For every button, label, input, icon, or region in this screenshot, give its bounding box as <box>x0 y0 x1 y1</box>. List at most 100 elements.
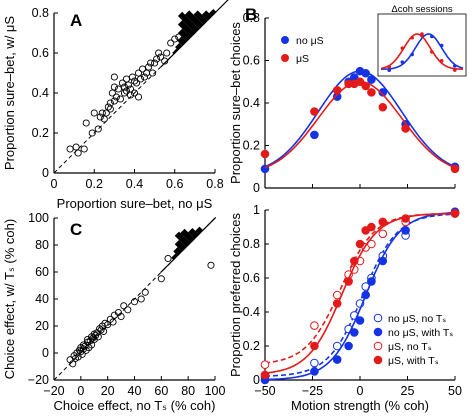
panel-d-point <box>332 299 342 308</box>
panel-d-y-tick-label: 0.8 <box>243 237 260 251</box>
panel-b-y-label: Proportion sure–bet choices <box>228 22 243 184</box>
panel-b-inset-frame <box>377 13 467 77</box>
panel-c-x-tick-label: 20 <box>101 384 115 398</box>
panel-c-y-tick-label: −20 <box>28 373 49 387</box>
panel-a-x-tick-label: 0.4 <box>126 177 143 191</box>
panel-b-y-tick-label: 0.4 <box>243 96 260 110</box>
panel-b-point <box>332 85 342 95</box>
panel-c-histogram-bar <box>174 231 191 248</box>
panel-a-point <box>110 73 118 81</box>
panel-b-inset-point <box>439 43 444 48</box>
panel-a-point <box>120 83 128 91</box>
panel-c-x-tick-label: 100 <box>205 384 226 398</box>
panel-d-fit-1 <box>265 211 456 381</box>
panel-c-point <box>117 312 125 321</box>
panel-a-x-tick-label: 0.6 <box>166 177 183 191</box>
panel-c-histogram-bar <box>171 253 178 260</box>
panel-a-y-label: Proportion sure–bet, w/ μS <box>2 16 17 171</box>
panel-a-point <box>138 65 147 73</box>
panel-a-point <box>149 69 157 77</box>
panel-d-point <box>260 360 270 370</box>
panel-b-point <box>310 107 319 116</box>
panel-b-inset-point <box>453 64 457 68</box>
panel-a-histogram-bar <box>193 10 208 25</box>
panel-a-point <box>134 69 143 77</box>
panel-b-point <box>367 75 376 84</box>
panel-d-point <box>332 341 342 351</box>
panel-d-point <box>310 358 319 368</box>
panel-b-inset-point <box>453 68 457 72</box>
panel-d-legend-label: μS, no Tₛ <box>388 341 432 353</box>
panel-a-point <box>171 35 179 43</box>
panel-a-histogram <box>160 0 230 68</box>
panel-a-point <box>145 63 153 71</box>
panel-d-point <box>378 256 388 266</box>
panel-a-point <box>108 89 116 97</box>
panel-c-histogram-bar <box>174 240 187 252</box>
panel-b-label: B <box>245 5 257 24</box>
panel-c-y-tick-label: 80 <box>35 238 49 252</box>
panel-a-point <box>141 73 149 81</box>
panel-d-legend-label: no μS, no Tₛ <box>388 313 446 325</box>
panel-a-point <box>94 125 102 133</box>
panel-a-point <box>118 79 126 87</box>
panel-c-point <box>207 261 215 269</box>
panel-b-point <box>378 88 388 97</box>
panel-d-point <box>332 355 342 364</box>
panel-b-inset-point <box>430 34 434 39</box>
panel-a-x-tick-label: 0 <box>51 177 58 191</box>
panel-c-point <box>124 306 132 314</box>
panel-a-point <box>132 79 141 87</box>
panel-a-point <box>80 145 88 153</box>
panel-b-inset-point <box>439 59 444 63</box>
panel-d-legend-marker <box>373 355 383 365</box>
panel-a-point <box>116 95 124 103</box>
panel-a-y-tick-label: 0 <box>42 166 49 180</box>
panel-a-histogram-bar <box>184 10 204 29</box>
panel-d-x-tick-label: 0 <box>357 384 364 398</box>
panel-a-histogram-bar <box>201 10 212 21</box>
panel-a-y-tick-label: 0.6 <box>32 46 49 60</box>
panel-a-point <box>128 73 137 81</box>
panel-d-point <box>355 316 365 325</box>
panel-d-x-label: Motion strength (% coh) <box>291 398 429 413</box>
panel-c-x-tick-label: 80 <box>181 384 195 398</box>
panel-c-point <box>100 327 108 335</box>
panel-b-y-tick-label: 0 <box>253 181 260 195</box>
panel-a-point <box>167 39 175 47</box>
panel-d-point <box>355 239 365 249</box>
panel-b-inset-fit-1 <box>380 33 464 70</box>
panel-c-histogram-base <box>160 216 217 274</box>
panel-a-point <box>147 59 155 67</box>
panel-c-point <box>141 288 149 296</box>
panel-b-point <box>355 77 365 87</box>
panel-d-y-tick-label: 1 <box>253 203 260 217</box>
panel-b-inset-point <box>400 60 405 64</box>
panel-d-fit-3 <box>264 212 455 374</box>
panel-d-point <box>378 229 388 239</box>
panel-b-point <box>260 149 270 159</box>
panel-d-point <box>361 290 371 300</box>
panel-a-point <box>163 49 171 57</box>
panel-c-point <box>130 298 139 306</box>
panel-d-y-tick-label: 0.6 <box>243 271 260 285</box>
panel-b-point <box>378 102 388 112</box>
panel-a-point <box>74 149 82 157</box>
panel-d-point <box>350 256 359 266</box>
panel-d-point <box>367 277 376 286</box>
panel-c-point <box>137 295 145 303</box>
panel-b-point <box>401 124 410 133</box>
panel-a-y-tick-label: 0.2 <box>32 126 49 140</box>
panel-a-histogram-bar <box>177 36 187 46</box>
panel-c-x-tick-label: 0 <box>77 384 84 398</box>
panel-a-point <box>161 57 169 65</box>
panel-b-inset-label: Δcoh sessions <box>391 4 453 15</box>
panel-a-y-tick-label: 0.8 <box>32 6 49 20</box>
panel-d-point <box>310 367 319 376</box>
panel-c-y-tick-label: 60 <box>35 265 49 279</box>
panel-b-y-tick-label: 0.2 <box>243 139 260 153</box>
panel-a-histogram-bar <box>175 42 183 50</box>
panel-a-histogram-bar <box>209 8 217 17</box>
panel-d-point <box>401 226 410 235</box>
